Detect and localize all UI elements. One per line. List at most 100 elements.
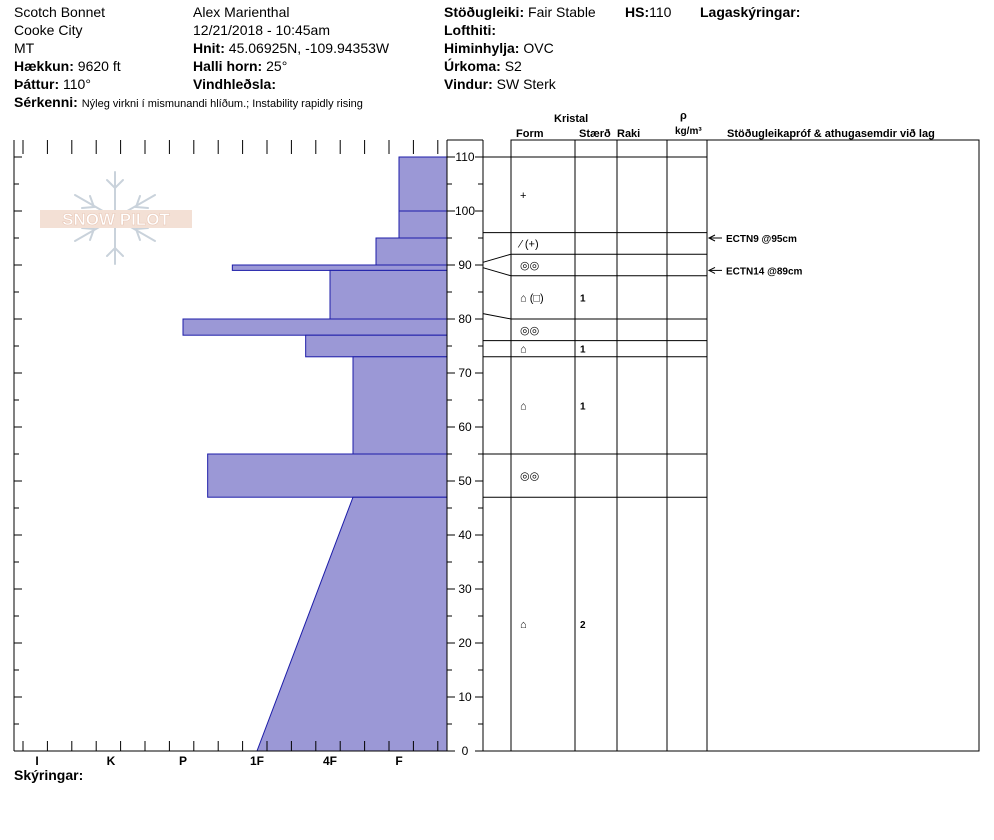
specifics-row: Sérkenni: Nýleg virkni í mismunandi hlíð… [14, 94, 363, 112]
sky-row: Himinhylja: OVC [444, 40, 554, 56]
x-tick-label: P [179, 754, 187, 768]
form-header: Form [516, 128, 544, 140]
layer-connector [482, 267, 512, 277]
hardness-bar [305, 334, 448, 358]
crystal-form: + [520, 190, 526, 202]
x-tick-label: I [35, 754, 38, 768]
height-tick-label: 100 [455, 204, 475, 218]
coords-value: 45.06925N, -109.94353W [228, 40, 390, 56]
layer-notes-label: Lagaskýringar: [700, 4, 801, 20]
coords-row: Hnit: 45.06925N, -109.94353W [193, 40, 389, 56]
density-unit-header: kg/m³ [675, 126, 702, 137]
height-tick-label: 40 [458, 528, 472, 542]
area-name: Cooke City [14, 22, 83, 38]
x-tick-label: F [395, 754, 402, 768]
test-arrow-head [707, 266, 716, 274]
coords-label: Hnit: [193, 40, 225, 56]
elevation-label: Hækkun: [14, 58, 74, 74]
precip-value: S2 [504, 58, 522, 74]
elevation-value: 9620 ft [77, 58, 121, 74]
test-arrow-head [707, 234, 716, 242]
hs-label: HS: [625, 4, 650, 20]
precip-row: Úrkoma: S2 [444, 58, 522, 74]
height-tick-label: 30 [458, 582, 472, 596]
height-tick-label: 60 [458, 420, 472, 434]
moisture-header: Raki [617, 128, 641, 140]
crystal-form: ◎◎ [520, 325, 539, 337]
crystal-form: ⌂ [520, 344, 527, 356]
notes-label: Skýringar: [14, 767, 84, 783]
x-tick-label: K [107, 754, 116, 768]
crystal-form: ⌂ (□) [520, 292, 544, 304]
hardness-bar [231, 264, 448, 271]
observer-name: Alex Marienthal [193, 4, 290, 20]
stability-value: Fair Stable [528, 4, 596, 20]
x-tick-label: 1F [250, 754, 264, 768]
crystal-size: 1 [580, 345, 586, 356]
hardness-bar [352, 356, 448, 455]
snowpilot-logo: SNOW PILOT [40, 171, 192, 265]
air-temp-label: Lofthiti: [444, 22, 497, 38]
stability-test-label: ECTN14 @89cm [726, 266, 803, 277]
air-temp-row: Lofthiti: [444, 22, 496, 38]
aspect-value: 110° [63, 76, 91, 92]
crystal-form: ◎◎ [520, 471, 539, 483]
stability-row: Stöðugleiki: Fair Stable [444, 4, 596, 20]
hardness-bar [398, 156, 448, 212]
wind-label: Vindur: [444, 76, 493, 92]
x-tick-label: 4F [323, 754, 337, 768]
sky-label: Himinhylja: [444, 40, 520, 56]
size-header: Stærð [579, 128, 611, 140]
hs-row: HS:110 [625, 4, 671, 20]
location-name: Scotch Bonnet [14, 4, 106, 20]
aspect-label: Þáttur: [14, 76, 60, 92]
crystal-size: 1 [580, 401, 586, 412]
slope-label: Halli horn: [193, 58, 263, 74]
height-tick-label: 0 [462, 744, 469, 758]
height-tick-label: 80 [458, 312, 472, 326]
slope-value: 25° [266, 58, 288, 74]
crystal-form: ⁄ (+) [517, 238, 539, 250]
specifics-label: Sérkenni: [14, 94, 78, 110]
layer-table-frame [510, 139, 980, 752]
crystal-form: ⌂ [520, 400, 527, 412]
observation-datetime: 12/21/2018 - 10:45am [193, 22, 330, 38]
rho-header: ρ [680, 110, 687, 122]
stability-test-label: ECTN9 @95cm [726, 234, 797, 245]
elevation-row: Hækkun: 9620 ft [14, 58, 121, 74]
hs-value: 110 [649, 4, 672, 20]
state-name: MT [14, 40, 35, 56]
crystal-form: ◎◎ [520, 260, 539, 272]
stability-label: Stöðugleiki: [444, 4, 525, 20]
height-tick-label: 20 [458, 636, 472, 650]
crystal-header: Kristal [554, 113, 589, 125]
crystal-form: ⌂ [520, 619, 527, 631]
wind-loading-row: Vindhleðsla: [193, 76, 276, 92]
specifics-value: Nýleg virkni í mismunandi hlíðum.; Insta… [81, 98, 363, 110]
slope-row: Halli horn: 25° [193, 58, 287, 74]
height-tick-label: 10 [458, 690, 472, 704]
wind-value: SW Sterk [496, 76, 556, 92]
crystal-size: 2 [580, 620, 586, 631]
hardness-bar [398, 210, 448, 239]
height-tick-label: 90 [458, 258, 472, 272]
tests-header: Stöðugleikapróf & athugasemdir við lag [727, 128, 935, 140]
layer-connector [482, 313, 512, 320]
sky-value: OVC [523, 40, 554, 56]
hardness-bar [329, 269, 448, 320]
snowpilot-logo-text: SNOW PILOT [62, 210, 170, 229]
height-tick-label: 110 [455, 150, 474, 164]
aspect-row: Þáttur: 110° [14, 76, 91, 92]
hardness-bar [256, 496, 448, 752]
height-tick-label: 70 [458, 366, 472, 380]
wind-loading-label: Vindhleðsla: [193, 76, 276, 92]
wind-row: Vindur: SW Sterk [444, 76, 556, 92]
hardness-bar [375, 237, 448, 266]
hardness-bar [182, 318, 448, 336]
hardness-bar [207, 453, 448, 498]
crystal-size: 1 [580, 293, 586, 304]
precip-label: Úrkoma: [444, 58, 501, 74]
height-tick-label: 50 [458, 474, 472, 488]
layer-connector [482, 253, 512, 263]
